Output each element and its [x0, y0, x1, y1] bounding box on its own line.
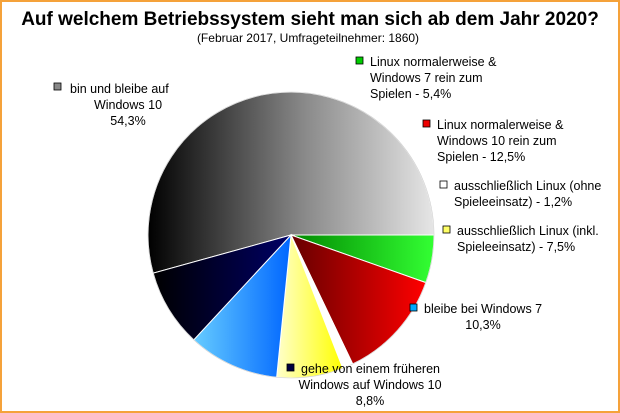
slice-label: bin und bleibe auf [70, 82, 169, 96]
slice-label: Spielen - 12,5% [437, 150, 525, 164]
legend-swatch [422, 119, 431, 128]
slice-label: bleibe bei Windows 7 [424, 302, 542, 316]
slice-label: Spieleeinsatz) - 7,5% [457, 240, 575, 254]
slice-label: Linux normalerweise & [437, 118, 564, 132]
pie-rim [147, 91, 435, 379]
legend-swatch [53, 82, 62, 91]
slice-label: Windows 10 rein zum [437, 134, 557, 148]
slice-label: ausschließlich Linux (ohne [454, 179, 601, 193]
slice-label: Windows 10 [94, 98, 162, 112]
slice-label: Spieleeinsatz) - 1,2% [454, 195, 572, 209]
slice-label: 10,3% [465, 318, 500, 332]
slice-label: Windows 7 rein zum [370, 71, 483, 85]
slice-label: gehe von einem früheren [301, 362, 440, 376]
legend-swatch [409, 303, 418, 312]
slice-label: Windows auf Windows 10 [298, 378, 441, 392]
slice-label: Linux normalerweise & [370, 55, 497, 69]
legend-swatch [286, 363, 295, 372]
legend-swatch [355, 56, 364, 65]
slice-label: 54,3% [110, 114, 145, 128]
slice-label: Spielen - 5,4% [370, 87, 451, 101]
chart-title: Auf welchem Betriebssystem sieht man sic… [21, 9, 599, 30]
legend-swatch [439, 180, 448, 189]
legend-swatch [442, 225, 451, 234]
slice-label: ausschließlich Linux (inkl. [457, 224, 599, 238]
chart-subtitle: (Februar 2017, Umfrageteilnehmer: 1860) [197, 31, 419, 45]
slice-label: 8,8% [356, 394, 385, 408]
